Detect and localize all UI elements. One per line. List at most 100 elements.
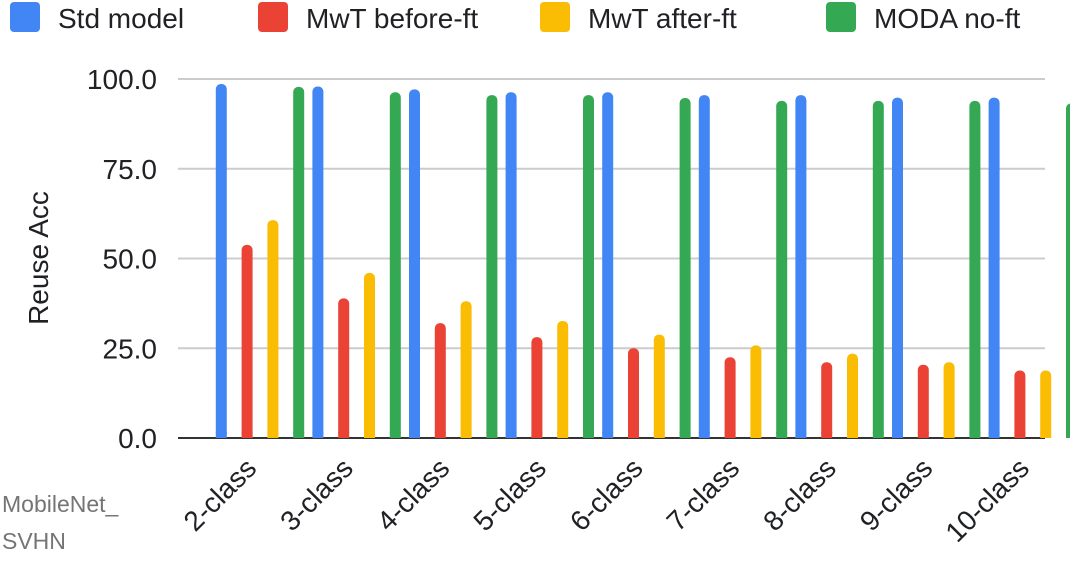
bar-base (776, 432, 788, 438)
bars (215, 84, 1070, 439)
bar-base (293, 432, 305, 438)
bar-base (434, 432, 446, 438)
y-tick-label: 75.0 (103, 154, 158, 185)
y-tick-label: 100.0 (87, 64, 157, 95)
bar-base (628, 432, 639, 438)
bar (602, 92, 614, 439)
bar (409, 89, 420, 438)
bar-base (750, 432, 762, 438)
x-axis-ticks: 2-class 3-class 4-class 5-class 6-class 7-cla… (178, 452, 1035, 548)
legend-swatch (10, 2, 40, 32)
bar-base (505, 432, 517, 438)
bar-base (267, 432, 279, 438)
bar (872, 100, 884, 439)
bar (795, 95, 807, 438)
corner-note-line-2: SVHN (2, 528, 66, 554)
bar-base (531, 432, 543, 438)
bar-base (338, 432, 350, 438)
bar-base (241, 432, 253, 438)
x-tick-label: 4-class (371, 452, 456, 537)
bar (943, 362, 955, 438)
bar-base (679, 432, 691, 438)
bar-base (917, 432, 929, 438)
bar-base (583, 432, 594, 438)
bar-base (653, 432, 665, 438)
bar (338, 298, 350, 438)
bar-base (872, 432, 884, 438)
bar-base (389, 432, 401, 438)
bar-base (943, 432, 955, 438)
bar-base (312, 432, 324, 438)
legend-label: MwT before-ft (306, 3, 478, 34)
bar-base (460, 432, 472, 438)
bar (892, 97, 903, 438)
bar (776, 100, 788, 439)
bar (505, 92, 517, 439)
x-tick-label: 9-class (854, 452, 939, 537)
bar-base (486, 432, 498, 438)
bar-base (215, 432, 227, 438)
bar-base (847, 432, 858, 438)
bar (241, 244, 253, 438)
legend-label: MODA no-ft (874, 3, 1020, 34)
bar-base (602, 432, 614, 438)
bar-base (892, 432, 903, 438)
y-axis-title: Reuse Acc (23, 191, 54, 325)
y-tick-label: 50.0 (103, 244, 158, 275)
y-axis-ticks: 0.0 25.0 50.0 75.0 100.0 (87, 64, 157, 454)
bar (1040, 370, 1052, 438)
bar (434, 323, 446, 438)
bar (724, 357, 736, 438)
legend-swatch (826, 2, 856, 32)
bar-base (364, 432, 375, 438)
legend-swatch (258, 2, 288, 32)
legend: Std model MwT before-ft MwT after-ft MODA n… (10, 2, 1020, 34)
bar-base (1040, 432, 1052, 438)
legend-label: Std model (58, 3, 184, 34)
bar (1066, 103, 1070, 438)
bar-base (821, 432, 833, 438)
bar (531, 337, 543, 438)
x-tick-label: 5-class (467, 452, 552, 537)
x-tick-label: 8-class (757, 452, 842, 537)
bar (917, 364, 929, 438)
corner-note-line-1: MobileNet_ (2, 491, 120, 517)
legend-swatch (540, 2, 570, 32)
bar (653, 334, 665, 438)
bar (679, 98, 691, 438)
bar-base (409, 432, 420, 438)
bar-base (969, 432, 981, 438)
bar (389, 92, 401, 439)
bar (750, 345, 762, 438)
bar-base (557, 432, 569, 438)
bar (364, 272, 375, 438)
bar-base (795, 432, 807, 438)
x-tick-label: 10-class (939, 452, 1035, 548)
bar-base (1066, 432, 1070, 438)
y-tick-label: 0.0 (118, 423, 157, 454)
bar-base (1014, 432, 1026, 438)
legend-label: MwT after-ft (588, 3, 737, 34)
bar-base (698, 432, 710, 438)
bar (267, 220, 279, 438)
x-tick-label: 7-class (661, 452, 746, 537)
bar (821, 362, 833, 438)
bar-base (988, 432, 1000, 438)
bar (1014, 370, 1026, 438)
bar (293, 86, 305, 438)
x-tick-label: 2-class (178, 452, 263, 537)
x-tick-label: 6-class (564, 452, 649, 537)
bar (988, 97, 1000, 438)
bar (969, 100, 981, 439)
y-tick-label: 25.0 (103, 333, 158, 364)
bar (583, 95, 594, 438)
bar (486, 95, 498, 438)
bar (312, 86, 324, 438)
bar (628, 348, 639, 438)
bar (698, 95, 710, 438)
bar-base (724, 432, 736, 438)
bar (557, 320, 569, 438)
bar (215, 84, 227, 438)
x-tick-label: 3-class (274, 452, 359, 537)
